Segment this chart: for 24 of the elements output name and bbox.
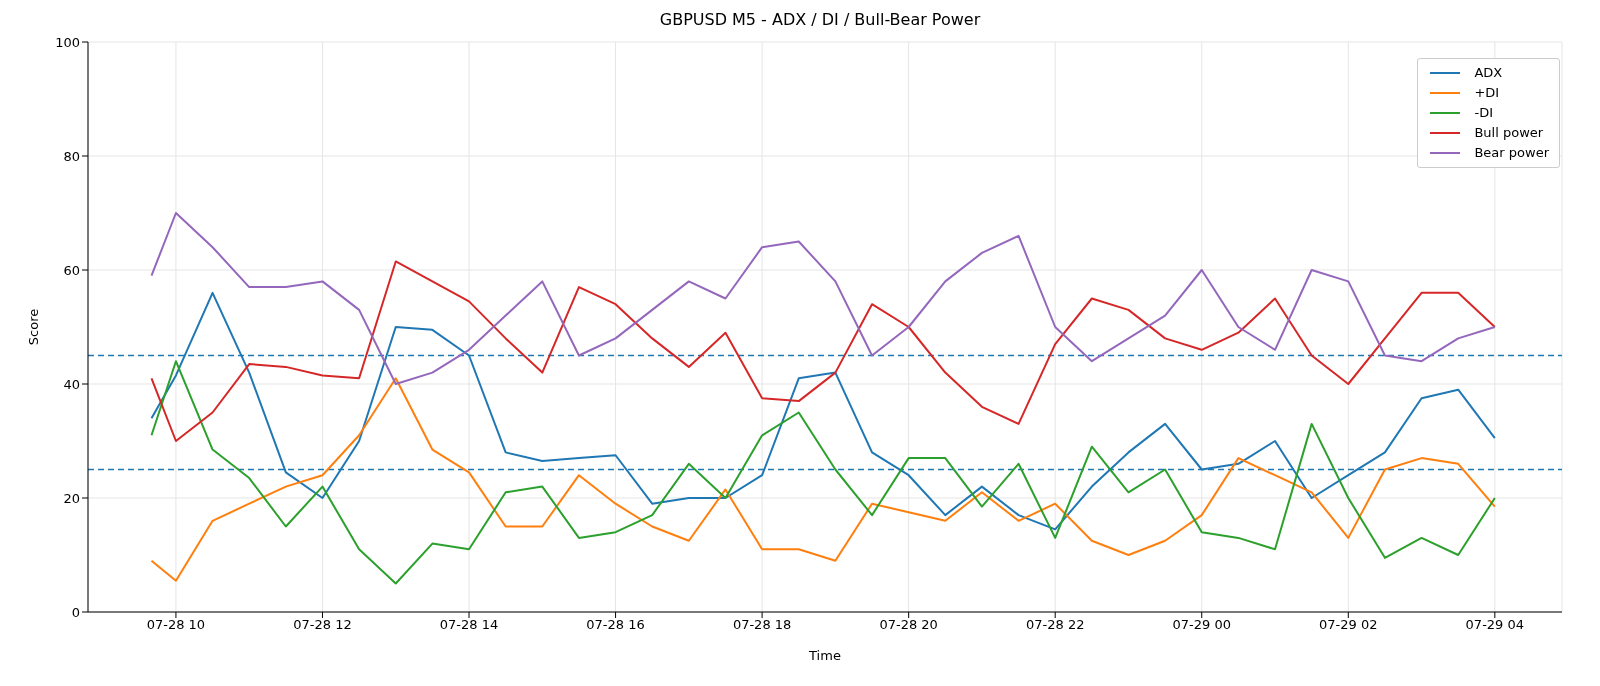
x-tick-label: 07-28 20 [879,617,938,633]
y-tick-label: 40 [63,376,80,392]
x-tick-label: 07-29 04 [1465,617,1525,633]
x-tick-label: 07-28 10 [146,617,206,633]
x-tick-label: 07-29 00 [1172,617,1231,633]
legend-label: ADX [1474,64,1503,82]
x-tick-label: 07-28 18 [732,617,792,633]
chart-title: GBPUSD M5 - ADX / DI / Bull-Bear Power [658,9,982,31]
x-tick-label: 07-28 16 [586,617,645,633]
x-tick-label: 07-28 22 [1025,617,1085,633]
y-tick-label: 0 [71,604,80,620]
x-tick-label: 07-28 12 [293,617,352,633]
legend-label: Bull power [1474,124,1544,142]
y-tick-label: 20 [63,490,80,506]
y-axis-title: Score [25,308,41,346]
x-axis-title: Time [808,648,841,663]
y-tick-label: 80 [63,148,80,164]
y-tick-label: 100 [55,34,80,50]
legend-label: +DI [1474,84,1500,102]
legend-label: Bear power [1474,144,1549,162]
x-tick-label: 07-28 14 [439,617,499,633]
legend-label: -DI [1474,104,1493,122]
x-tick-label: 07-29 02 [1319,617,1378,633]
y-tick-label: 60 [63,262,80,278]
